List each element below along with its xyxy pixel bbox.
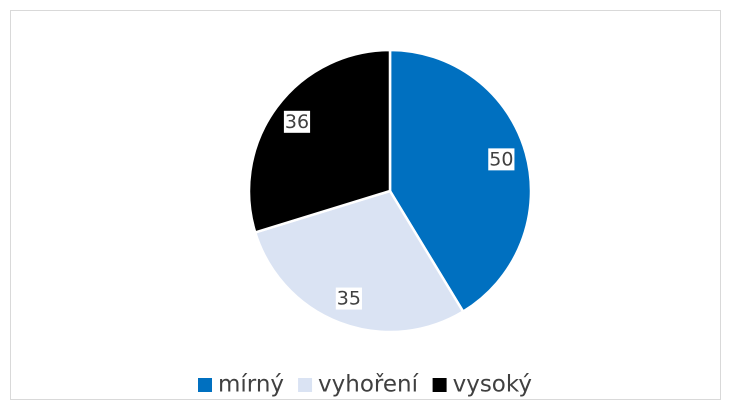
legend-label: vyhoření: [318, 372, 419, 398]
legend-label: vysoký: [453, 372, 532, 398]
legend-swatch: [432, 378, 447, 392]
legend-swatch: [198, 378, 213, 392]
data-label-bg: [283, 110, 311, 133]
data-label: 50: [488, 148, 515, 171]
pie-slice: [247, 48, 392, 235]
data-label-text: 50: [489, 148, 513, 170]
legend-item: vyhoření: [298, 372, 419, 398]
data-label-text: 36: [285, 111, 309, 133]
data-label-text: 35: [337, 288, 361, 310]
pie-slice: [388, 48, 533, 314]
data-label: 36: [283, 110, 311, 133]
legend-item: vysoký: [432, 372, 532, 398]
data-label-bg: [488, 148, 515, 171]
pie-slice: [253, 189, 465, 334]
data-label: 35: [335, 287, 362, 310]
legend-label: mírný: [218, 372, 284, 398]
data-label-bg: [335, 287, 362, 310]
legend-swatch: [298, 378, 313, 392]
legend-item: mírný: [198, 372, 284, 398]
